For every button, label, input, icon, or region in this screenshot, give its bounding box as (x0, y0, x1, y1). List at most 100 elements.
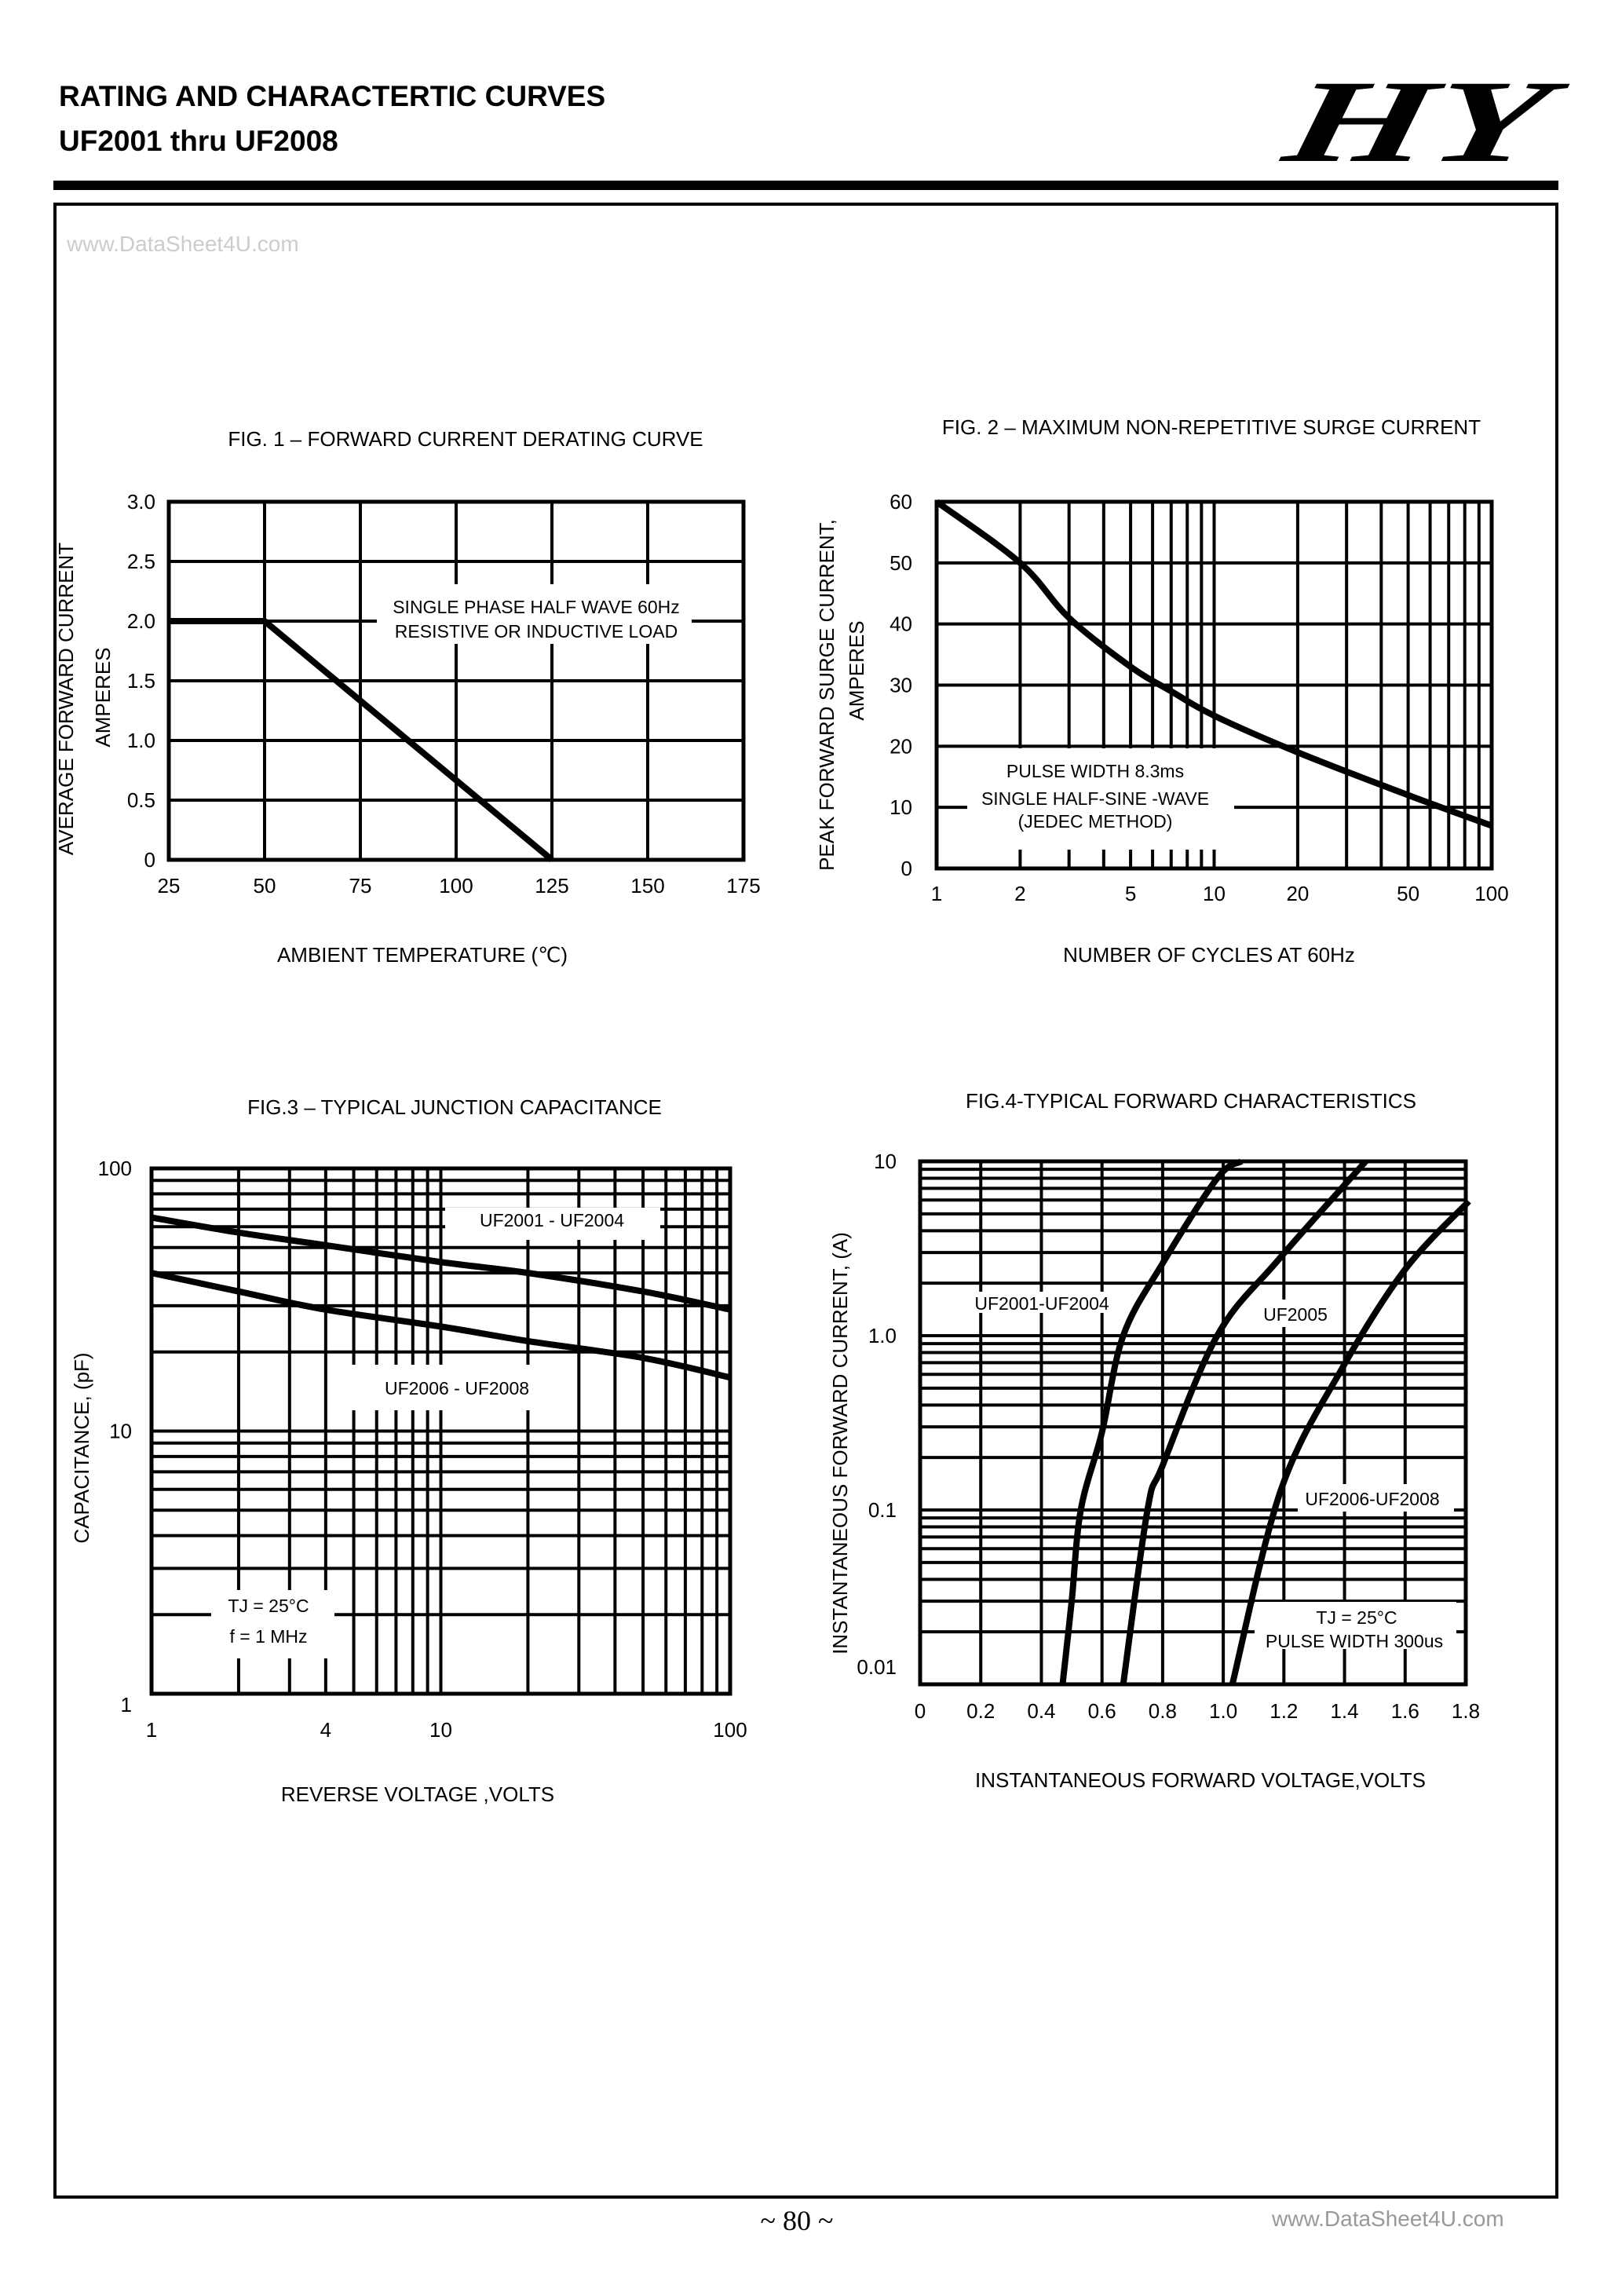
annotation-text: TJ = 25°C (228, 1596, 309, 1616)
svg-text:HY: HY (1272, 56, 1576, 186)
x-tick-label: 150 (630, 874, 664, 898)
x-tick-label: 0 (915, 1699, 926, 1723)
y-tick-label: 1.0 (868, 1324, 897, 1347)
x-tick-label: 175 (726, 874, 760, 898)
y-axis-label: AMPERES (91, 647, 115, 747)
plot-frame (149, 1166, 732, 1696)
y-tick-label: 10 (890, 795, 912, 819)
chart-title: FIG.3 – TYPICAL JUNCTION CAPACITANCE (247, 1095, 662, 1119)
page-subtitle: UF2001 thru UF2008 (59, 125, 338, 157)
annotation-text: PULSE WIDTH 300us (1266, 1631, 1443, 1651)
y-tick-label: 2.5 (127, 550, 155, 573)
chart-fig-2: 1 2 5 10 20 50 100 0 10 20 30 40 50 60 FIG. 2 – MAXIMU… (815, 415, 1509, 967)
annotation-box (1298, 1484, 1454, 1512)
x-tick-label: 50 (1397, 882, 1419, 905)
x-axis-label: INSTANTANEOUS FORWARD VOLTAGE,VOLTS (975, 1768, 1426, 1792)
series-curve-2 (151, 1270, 731, 1381)
x-tick-label: 1.0 (1209, 1699, 1237, 1723)
x-tick-label: 1.6 (1391, 1699, 1419, 1723)
y-tick-label: 0.5 (127, 788, 155, 812)
series-label: UF2006-UF2008 (1305, 1489, 1439, 1509)
side-watermark: www.DataSheet4U.com (66, 232, 299, 256)
annotation-box (445, 1208, 660, 1240)
x-tick-label: 50 (254, 874, 276, 898)
page-number: ~ 80 ~ (761, 2205, 834, 2236)
x-axis-label: REVERSE VOLTAGE ,VOLTS (281, 1782, 554, 1806)
y-tick-label: 30 (890, 674, 912, 697)
chart-fig-4: 0 0.2 0.4 0.6 0.8 1.0 1.2 1.4 1.6 1.8 0.01 0.1 1.0 10… (828, 1089, 1480, 1792)
footer-watermark: www.DataSheet4U.com (1271, 2206, 1504, 2231)
y-axis-label: AMPERES (845, 620, 868, 720)
header-rule (53, 181, 1558, 190)
chart-title: FIG. 1 – FORWARD CURRENT DERATING CURVE (228, 427, 703, 451)
y-tick-label: 60 (890, 490, 912, 514)
annotation-box (963, 1292, 1116, 1313)
y-tick-label: 10 (109, 1420, 132, 1443)
hy-logo: HY (1272, 56, 1576, 186)
annotation-box (1256, 1300, 1335, 1327)
chart-fig-3: 1 4 10 100 1 10 100 FIG.3 – TYPICAL JUNCTION CA… (70, 1095, 747, 1806)
series-curve-2 (1120, 1159, 1368, 1685)
annotation-text: SINGLE PHASE HALF WAVE 60Hz (393, 597, 680, 617)
x-tick-label: 0.2 (966, 1699, 995, 1723)
x-tick-label: 10 (429, 1718, 452, 1742)
y-axis-label: PEAK FORWARD SURGE CURRENT, (815, 519, 838, 871)
y-tick-label: 3.0 (127, 490, 155, 514)
y-tick-label: 10 (874, 1150, 897, 1173)
y-tick-label: 0.1 (868, 1498, 897, 1522)
y-tick-label: 1 (121, 1693, 132, 1717)
annotation-box (377, 584, 692, 644)
charts: 25 50 75 100 125 150 17500.51.01.52.02.53.0FIG… (54, 415, 1509, 1806)
x-axis-label: NUMBER OF CYCLES AT 60Hz (1063, 943, 1355, 967)
series-label: UF2001-UF2004 (974, 1293, 1109, 1314)
chart-title: FIG.4-TYPICAL FORWARD CHARACTERISTICS (966, 1089, 1416, 1113)
x-tick-label: 25 (158, 874, 181, 898)
y-tick-label: 50 (890, 551, 912, 575)
plot-frame (918, 1159, 1468, 1687)
content-frame (53, 203, 1558, 2199)
y-tick-label: 100 (98, 1157, 132, 1180)
x-tick-label: 0.6 (1088, 1699, 1116, 1723)
x-tick-label: 1 (931, 882, 942, 905)
x-tick-label: 125 (535, 874, 568, 898)
y-axis-label: AVERAGE FORWARD CURRENT (54, 543, 78, 855)
y-tick-label: 2.0 (127, 609, 155, 633)
series-label: UF2001 - UF2004 (480, 1210, 624, 1230)
y-tick-label: 0.01 (857, 1655, 897, 1679)
x-tick-label: 2 (1014, 882, 1025, 905)
annotation-text: f = 1 MHz (229, 1626, 307, 1647)
x-tick-label: 75 (349, 874, 372, 898)
series-curve-3 (1229, 1199, 1471, 1685)
annotation-box (343, 1365, 568, 1410)
plot-frame (166, 499, 746, 862)
x-tick-label: 100 (1474, 882, 1508, 905)
y-axis-label: CAPACITANCE, (pF) (70, 1352, 93, 1543)
series-curve-1 (934, 499, 1493, 829)
y-tick-label: 20 (890, 734, 912, 758)
x-tick-label: 100 (713, 1718, 747, 1742)
series-label: UF2006 - UF2008 (385, 1378, 529, 1398)
annotation-text: PULSE WIDTH 8.3ms (1006, 761, 1184, 781)
chart-fig-1: 25 50 75 100 125 150 175 0 0.5 1.0 1.5 2.0 2.5 3.0 FIG… (54, 427, 761, 967)
x-tick-label: 1.4 (1330, 1699, 1358, 1723)
y-tick-label: 40 (890, 612, 912, 636)
annotation-text: TJ = 25°C (1316, 1607, 1397, 1628)
y-tick-label: 1.5 (127, 669, 155, 693)
annotation-text: RESISTIVE OR INDUCTIVE LOAD (395, 621, 678, 642)
x-tick-label: 20 (1286, 882, 1309, 905)
x-axis-label: AMBIENT TEMPERATURE (℃) (277, 943, 568, 967)
x-tick-label: 1.2 (1269, 1699, 1298, 1723)
series-curve-1 (151, 1214, 731, 1313)
series-curve-1 (169, 618, 554, 863)
x-tick-label: 10 (1203, 882, 1226, 905)
y-axis-label: INSTANTANEOUS FORWARD CURRENT, (A) (828, 1232, 852, 1654)
annotation-box (211, 1590, 334, 1658)
annotation-text: SINGLE HALF-SINE -WAVE (981, 788, 1209, 809)
y-tick-label: 1.0 (127, 729, 155, 752)
annotation-text: (JEDEC METHOD) (1018, 811, 1173, 832)
x-tick-label: 100 (439, 874, 473, 898)
series-label: UF2005 (1263, 1304, 1328, 1325)
annotation-box (967, 748, 1234, 850)
annotation-box (1255, 1602, 1456, 1649)
